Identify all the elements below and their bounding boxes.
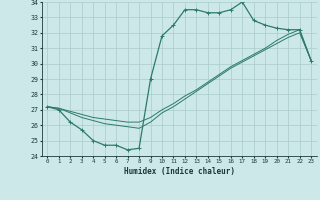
X-axis label: Humidex (Indice chaleur): Humidex (Indice chaleur) — [124, 167, 235, 176]
